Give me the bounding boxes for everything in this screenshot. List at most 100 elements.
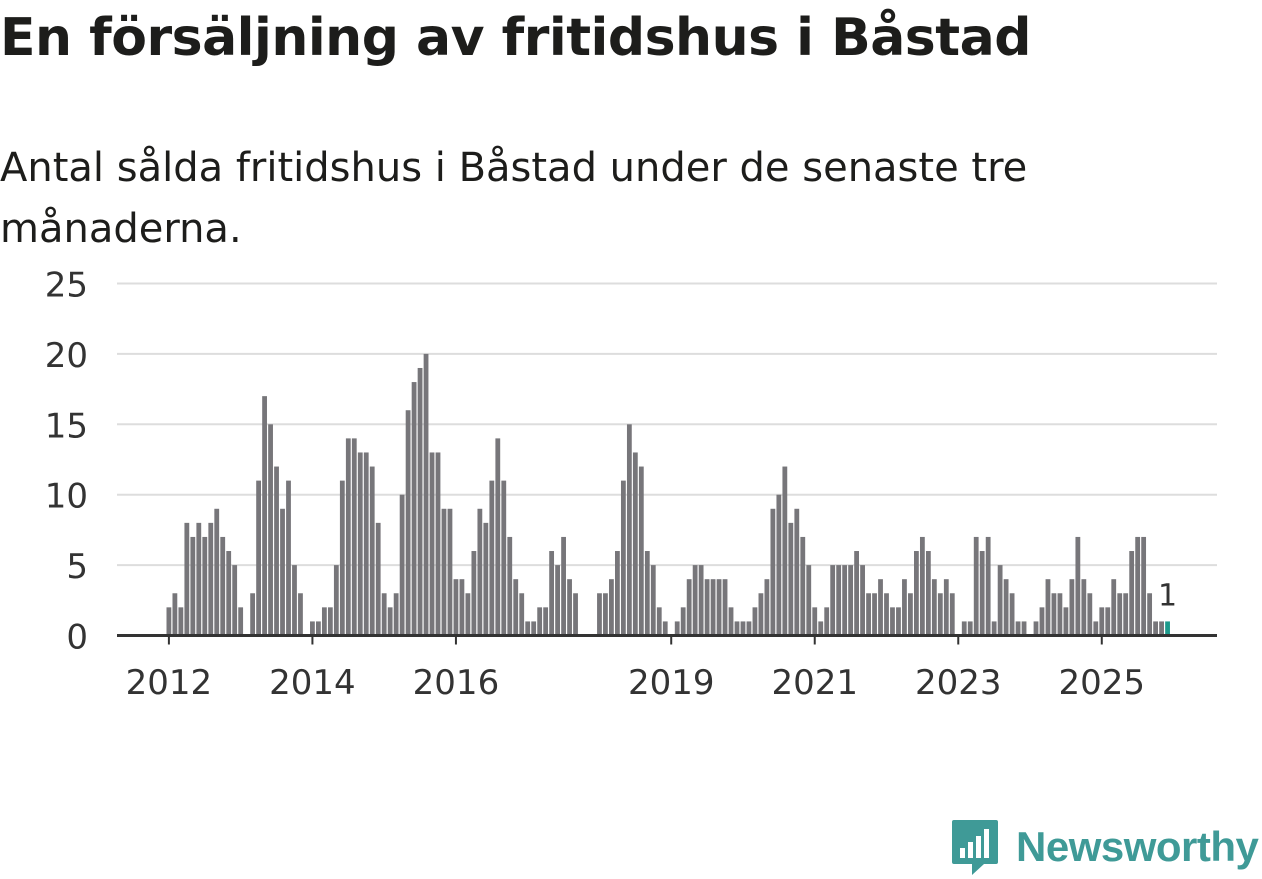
data-labels: 1 [1158,578,1177,613]
bar [890,607,895,636]
bar [316,621,321,636]
bar [704,579,710,636]
bar [357,452,363,636]
bar [1159,621,1164,636]
bar [202,536,208,636]
bar [268,424,273,636]
bar [1051,593,1057,636]
bar [1147,593,1153,636]
bar [381,593,387,636]
bar [226,551,232,636]
bar [573,593,578,636]
bar [973,536,979,636]
bar [985,536,991,636]
bar [770,508,776,636]
bar [483,522,489,636]
bar [321,607,327,636]
bar [250,593,256,636]
bar [327,607,333,636]
bar [854,551,859,636]
chart-subtitle: Antal sålda fritidshus i Båstad under de… [0,145,1028,252]
bar [1123,593,1129,636]
bar [232,565,238,636]
x-tick-label: 2025 [1059,663,1146,703]
newsworthy-logo-text: Newsworthy [1016,823,1259,870]
bar [1087,593,1093,636]
bar [866,593,871,636]
bar [943,579,949,636]
bar [782,466,788,636]
bar [632,452,638,636]
bar [471,551,477,636]
bar [1093,621,1099,636]
bar [465,593,471,636]
bar [280,508,285,636]
bar [1135,536,1141,636]
y-tick-label: 20 [45,336,88,376]
bar [842,565,848,636]
bar [441,508,447,636]
bar [1063,607,1069,636]
bar [351,438,357,636]
bar [656,607,662,636]
bar [722,579,728,636]
bar [662,621,668,636]
bar [692,565,698,636]
bar [525,621,531,636]
bar [674,621,680,636]
bar [423,353,429,636]
bar [1057,593,1063,636]
bars [166,353,1170,636]
y-tick-label: 10 [45,477,88,517]
bar [806,565,812,636]
bar [178,607,184,636]
bar [1129,551,1135,636]
bar [417,367,423,636]
bar [650,565,656,636]
bar [543,607,549,636]
bar [740,621,746,636]
bar [555,565,560,636]
chart-title: En försäljning av fritidshus i Båstad [0,8,1031,68]
bar [1039,607,1045,636]
bar [298,593,303,636]
bar [1105,607,1111,636]
bar [680,607,686,636]
bar [746,621,752,636]
bar [345,438,351,636]
x-tick-label: 2016 [413,663,500,703]
bar [937,593,943,636]
bar [1003,579,1009,636]
newsworthy-logo-icon [952,820,998,875]
bar [172,593,178,636]
y-axis: 0 5 10 15 20 25 [45,266,88,658]
bar [262,396,267,636]
bar [1069,579,1075,636]
bar [794,508,800,636]
bar [274,466,279,636]
bar [208,522,214,636]
bar [190,536,196,636]
bar [184,522,190,636]
bar [638,466,644,636]
x-tick-label: 2014 [269,663,356,703]
x-tick-label: 2012 [126,663,213,703]
bar [1033,621,1039,636]
bar [1075,536,1081,636]
bar [967,621,973,636]
bar [644,551,650,636]
bar [919,536,925,636]
bar [734,621,740,636]
bar [166,607,172,636]
bar [961,621,967,636]
bar [686,579,692,636]
last-value-label: 1 [1158,578,1177,613]
bar [931,579,937,636]
bar [429,452,435,636]
bar [848,565,854,636]
bar [836,565,842,636]
bar [710,579,716,636]
y-tick-label: 25 [45,266,88,306]
bar [896,607,901,636]
